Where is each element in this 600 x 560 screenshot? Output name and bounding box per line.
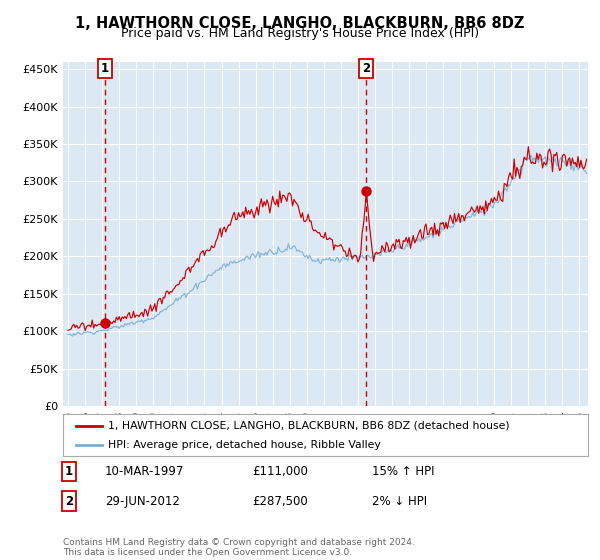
Text: Contains HM Land Registry data © Crown copyright and database right 2024.
This d: Contains HM Land Registry data © Crown c… (63, 538, 415, 557)
Text: £287,500: £287,500 (252, 494, 308, 508)
Text: 15% ↑ HPI: 15% ↑ HPI (372, 465, 434, 478)
Text: £111,000: £111,000 (252, 465, 308, 478)
Text: 1, HAWTHORN CLOSE, LANGHO, BLACKBURN, BB6 8DZ (detached house): 1, HAWTHORN CLOSE, LANGHO, BLACKBURN, BB… (107, 421, 509, 431)
Text: 2% ↓ HPI: 2% ↓ HPI (372, 494, 427, 508)
Text: 2: 2 (362, 62, 370, 74)
Text: 2: 2 (65, 494, 73, 508)
Text: HPI: Average price, detached house, Ribble Valley: HPI: Average price, detached house, Ribb… (107, 440, 380, 450)
Text: 10-MAR-1997: 10-MAR-1997 (105, 465, 184, 478)
Text: 1, HAWTHORN CLOSE, LANGHO, BLACKBURN, BB6 8DZ: 1, HAWTHORN CLOSE, LANGHO, BLACKBURN, BB… (76, 16, 524, 31)
Text: 1: 1 (101, 62, 109, 74)
Text: 29-JUN-2012: 29-JUN-2012 (105, 494, 180, 508)
Text: Price paid vs. HM Land Registry's House Price Index (HPI): Price paid vs. HM Land Registry's House … (121, 27, 479, 40)
Text: 1: 1 (65, 465, 73, 478)
